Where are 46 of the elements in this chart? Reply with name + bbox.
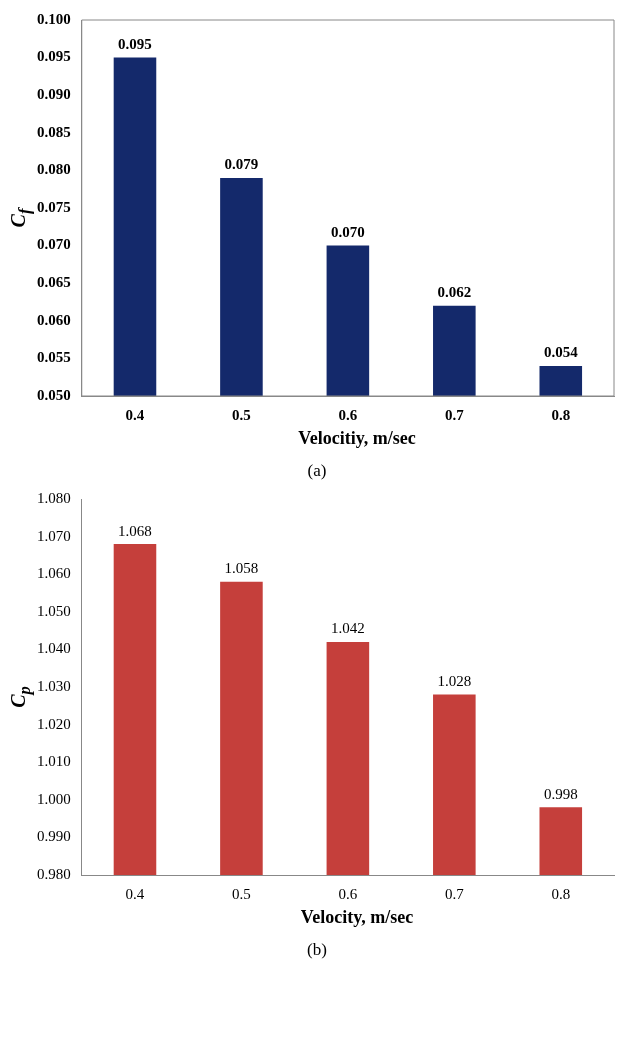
y-tick-label: 0.095: [37, 48, 71, 65]
data-label: 0.062: [437, 284, 472, 301]
x-axis-title: Velocity, m/sec: [299, 907, 415, 928]
data-label: 1.068: [118, 522, 152, 539]
text: (b): [306, 940, 328, 960]
data-label: 0.095: [118, 35, 152, 52]
y-tick-label: 1.080: [37, 489, 71, 506]
data-label: 0.079: [224, 156, 259, 173]
y-tick-label: 1.070: [37, 527, 71, 544]
text: (a): [306, 461, 328, 481]
y-tick-label: 1.000: [37, 790, 71, 807]
x-tick-label: 0.4: [125, 406, 145, 423]
x-tick-label: 0.6: [338, 885, 358, 902]
y-tick-label: 0.050: [37, 386, 71, 403]
data-label: 1.042: [331, 620, 365, 637]
y-tick-label: 0.080: [37, 161, 71, 178]
x-tick-label: 0.7: [444, 406, 465, 423]
data-label: 0.998: [543, 785, 578, 802]
x-tick-label: 0.5: [232, 406, 251, 423]
y-tick-label: 0.980: [37, 865, 71, 882]
x-axis-title: Velocitiy, m/sec: [297, 428, 417, 449]
data-label: 0.054: [543, 344, 579, 361]
y-tick-label: 0.075: [37, 198, 71, 215]
x-tick-label: 0.4: [125, 885, 145, 902]
x-tick-label: 0.5: [232, 885, 251, 902]
x-tick-label: 0.8: [551, 406, 571, 423]
y-tick-label: 0.065: [37, 274, 71, 291]
data-label: 0.070: [331, 223, 365, 240]
x-tick-label: 0.7: [444, 885, 465, 902]
y-tick-label: 0.055: [37, 349, 71, 366]
y-tick-label: 1.060: [37, 565, 71, 582]
y-tick-label: 0.060: [37, 311, 71, 328]
y-tick-label: 1.050: [37, 602, 71, 619]
x-tick-label: 0.6: [338, 406, 358, 423]
x-tick-label: 0.8: [551, 885, 571, 902]
y-tick-label: 0.070: [37, 236, 71, 253]
y-tick-label: 0.990: [37, 828, 71, 845]
y-tick-label: 1.030: [37, 677, 71, 694]
y-tick-label: 1.020: [37, 715, 71, 732]
data-label: 1.058: [224, 560, 259, 577]
y-tick-label: 0.090: [37, 86, 71, 103]
y-tick-label: 0.085: [37, 123, 71, 140]
data-label: 1.028: [437, 672, 472, 689]
y-tick-label: 1.010: [37, 753, 71, 770]
y-tick-label: 0.100: [37, 10, 71, 27]
y-tick-label: 1.040: [37, 640, 71, 657]
